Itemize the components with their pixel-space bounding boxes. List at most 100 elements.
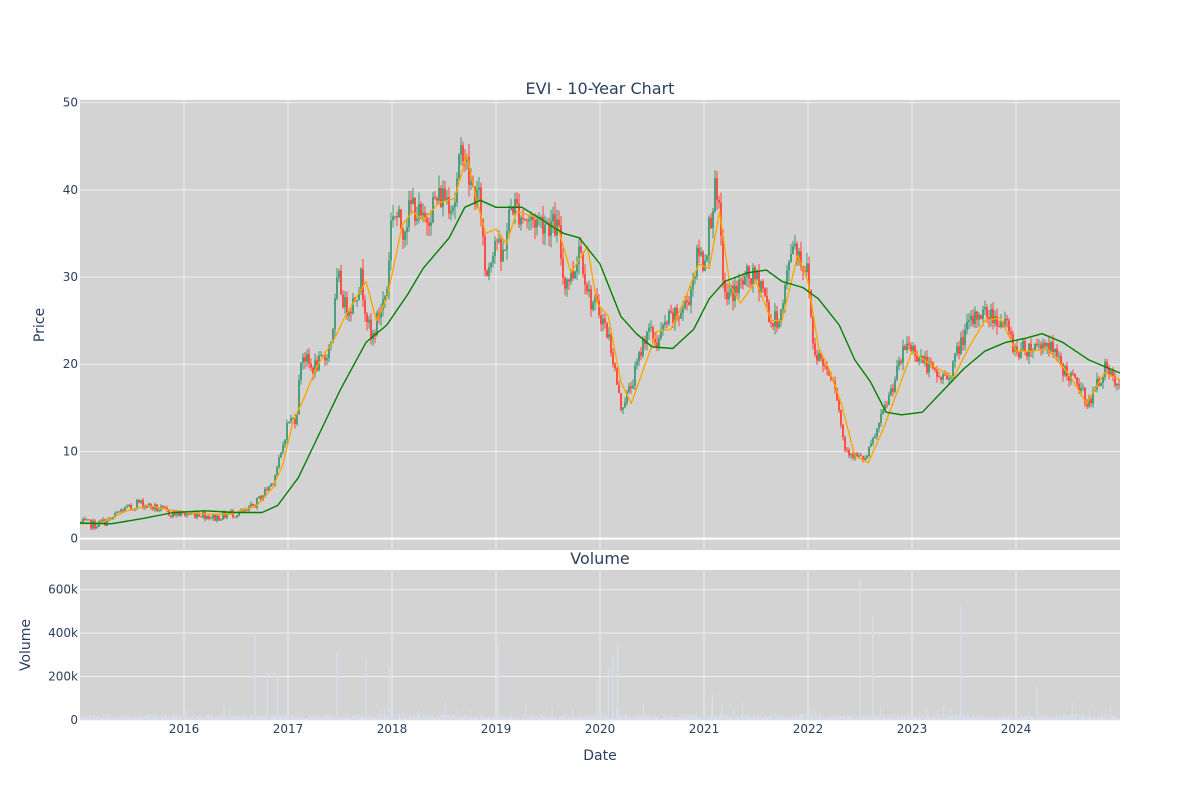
volume-bar <box>622 715 624 720</box>
candle-body <box>360 268 362 292</box>
volume-bar <box>615 717 617 720</box>
candle-body <box>310 363 312 368</box>
volume-bar <box>148 713 150 720</box>
volume-bar <box>952 716 954 720</box>
volume-bar <box>559 716 561 720</box>
candle-body <box>454 202 456 208</box>
volume-bar <box>388 666 390 720</box>
candle-body <box>960 337 962 354</box>
volume-bar <box>556 717 558 720</box>
candle-body <box>718 199 720 203</box>
candle-body <box>492 255 494 263</box>
candle-body <box>978 314 980 320</box>
volume-bar <box>856 718 858 720</box>
candle-body <box>770 322 772 324</box>
volume-bar <box>420 718 423 720</box>
volume-bar <box>997 714 999 720</box>
volume-bar <box>307 718 309 720</box>
candle-body <box>86 519 88 521</box>
candle-body <box>660 330 662 339</box>
volume-bar <box>701 716 703 720</box>
volume-bar <box>144 716 146 720</box>
candle-body <box>264 489 266 496</box>
moving-average-line <box>79 199 1121 525</box>
volume-bar <box>1004 717 1006 720</box>
candle-body <box>912 345 914 351</box>
candle-body <box>1006 318 1008 321</box>
candle-body <box>458 154 460 179</box>
volume-bar <box>352 715 354 720</box>
candle-body <box>934 368 936 370</box>
volume-bar <box>442 714 445 720</box>
volume-bar <box>151 714 153 720</box>
volume-bar <box>646 714 648 720</box>
volume-bar <box>1073 716 1075 720</box>
volume-bar <box>489 717 491 720</box>
volume-bar <box>245 717 247 720</box>
candle-body <box>376 312 378 336</box>
volume-bar <box>415 717 417 720</box>
candle-body <box>634 365 636 386</box>
volume-bar <box>403 717 405 720</box>
candle-body <box>386 289 388 297</box>
volume-bar <box>349 717 351 720</box>
volume-bar <box>689 718 691 720</box>
volume-bar <box>219 717 221 720</box>
candle-body <box>1110 370 1112 375</box>
volume-bar <box>155 716 157 720</box>
volume-bar <box>611 656 614 720</box>
candle-body <box>874 436 876 439</box>
volume-bar <box>313 715 315 720</box>
volume-bar <box>1027 716 1029 720</box>
volume-bar <box>170 717 172 720</box>
volume-bar <box>986 718 988 720</box>
candle-body <box>140 500 142 503</box>
candle-body <box>138 499 140 503</box>
volume-bar <box>91 715 93 720</box>
volume-bar <box>957 715 959 720</box>
volume-bar <box>1099 716 1101 720</box>
volume-bar <box>1050 716 1052 720</box>
candle-body <box>440 188 442 208</box>
candle-body <box>516 199 518 204</box>
candle-body <box>198 514 200 517</box>
volume-bar <box>188 716 190 720</box>
candle-body <box>1090 398 1092 404</box>
volume-bar <box>172 714 174 720</box>
volume-bar <box>344 717 346 720</box>
candle-body <box>756 271 758 280</box>
date-x-tick-label: 2023 <box>897 722 928 736</box>
candle-body <box>676 307 678 318</box>
candle-body <box>210 518 212 520</box>
volume-bar <box>249 715 252 720</box>
volume-y-tick-label: 600k <box>48 583 78 597</box>
candle-body <box>494 240 496 256</box>
volume-bar <box>140 716 142 720</box>
volume-bar <box>897 714 899 720</box>
volume-bar <box>811 715 813 720</box>
volume-bar <box>234 715 237 720</box>
candle-body <box>578 246 580 264</box>
volume-bar <box>300 717 302 720</box>
volume-bar <box>945 714 947 720</box>
volume-bar <box>411 716 413 720</box>
volume-bar <box>589 715 591 720</box>
candle-body <box>130 504 132 510</box>
candle-body <box>630 386 632 389</box>
date-x-tick-label: 2016 <box>169 722 200 736</box>
volume-bar <box>114 717 116 720</box>
candle-body <box>1062 363 1064 376</box>
candle-body <box>92 520 94 529</box>
volume-bar <box>330 715 332 720</box>
volume-bar <box>98 714 100 720</box>
volume-bar <box>102 718 104 720</box>
candle-body <box>1072 373 1074 374</box>
volume-bar <box>548 718 550 720</box>
candle-body <box>344 297 346 308</box>
volume-bar <box>492 716 494 720</box>
volume-bar <box>729 716 731 720</box>
volume-bar <box>961 715 963 720</box>
candle-body <box>972 315 974 325</box>
volume-bar <box>1085 718 1087 720</box>
volume-bar <box>311 717 313 720</box>
